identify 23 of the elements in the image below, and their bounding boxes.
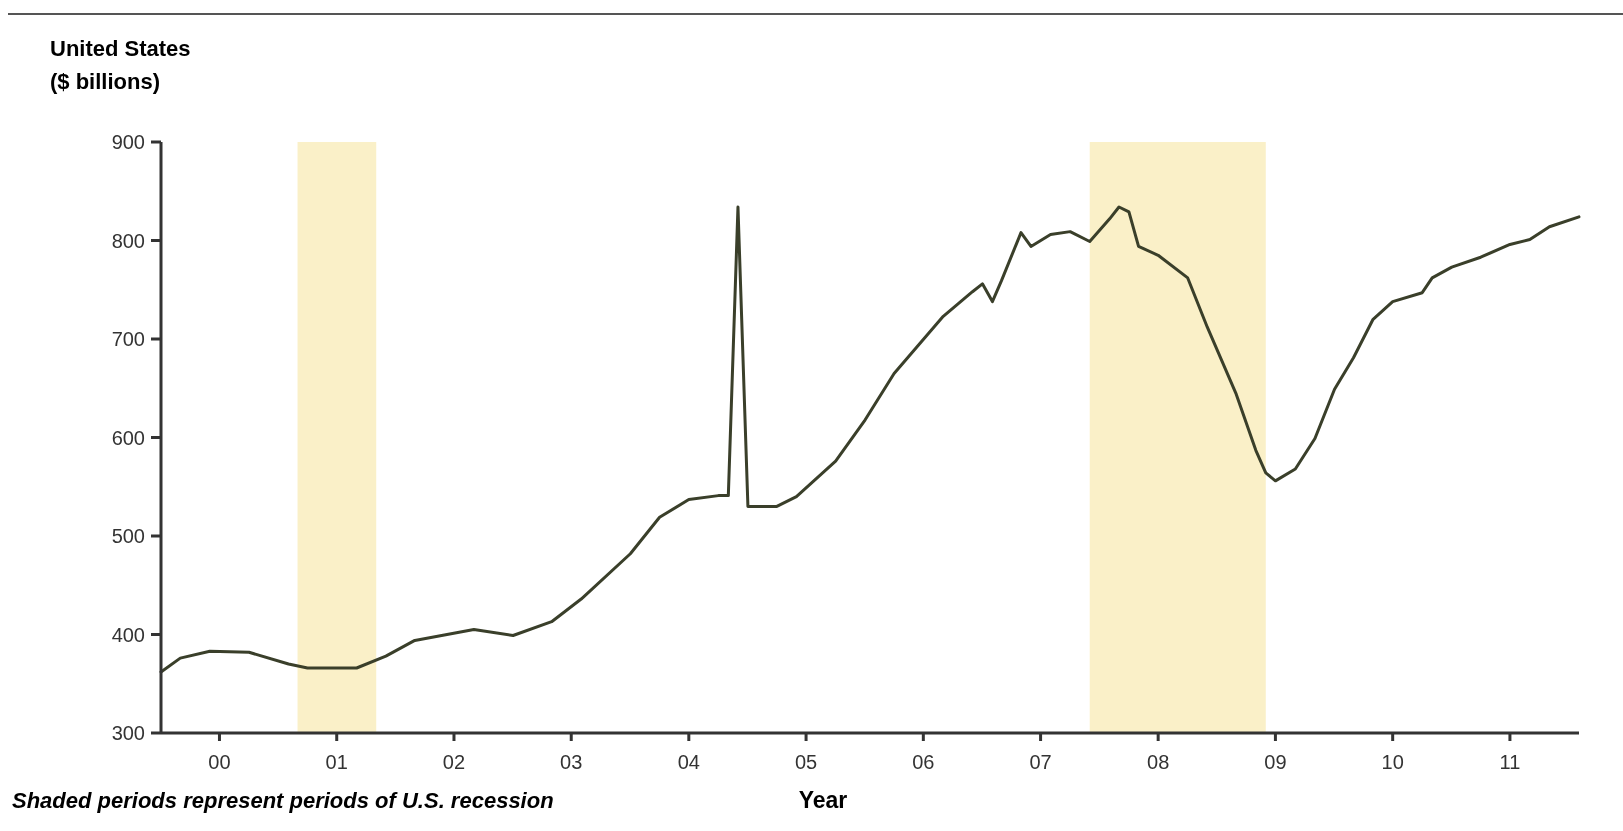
x-tick-label: 11: [1499, 751, 1521, 773]
y-tick-label: 400: [111, 623, 145, 646]
y-tick-label: 500: [111, 525, 145, 547]
x-tick-label: 10: [1381, 751, 1404, 773]
y-tick-label: 600: [111, 426, 145, 449]
x-tick-label: 01: [325, 751, 348, 773]
text: Shaded periods represent periods of U.S. recession: [12, 788, 554, 813]
y-tick-label: 300: [111, 722, 145, 744]
x-tick-label: 04: [677, 751, 700, 773]
x-tick-label: 09: [1264, 751, 1287, 773]
x-tick-label: 08: [1147, 751, 1170, 773]
x-tick-label: 02: [442, 751, 466, 773]
y-tick-label: 800: [111, 229, 145, 252]
x-tick-label: 03: [560, 751, 583, 773]
y-tick-label: 700: [111, 328, 145, 350]
chart-title: United States: [50, 36, 191, 61]
x-tick-label: 00: [208, 751, 231, 773]
y-tick-label: 900: [111, 131, 145, 153]
x-tick-label: 07: [1029, 751, 1052, 773]
x-axis-title: Year: [798, 787, 848, 813]
x-tick-label: 05: [794, 751, 818, 773]
x-tick-label: 06: [912, 751, 935, 773]
y-axis-title: ($ billions): [50, 69, 160, 94]
